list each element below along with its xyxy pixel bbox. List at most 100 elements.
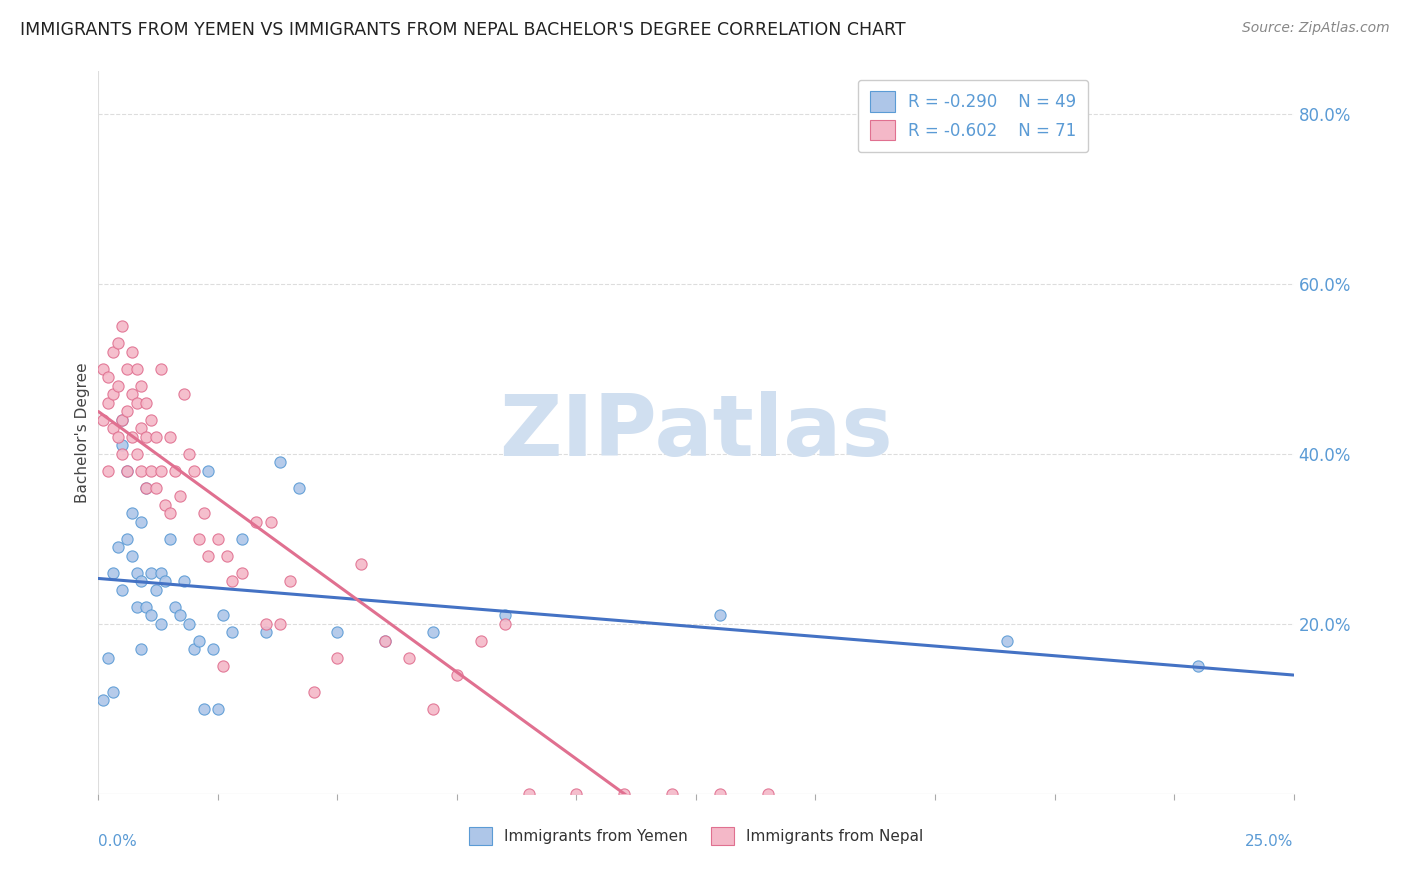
Point [121,344,143,359]
Point [115,464,138,478]
Point [121,430,143,444]
Point [149,464,172,478]
Point [107,379,129,393]
Point [231,566,253,580]
Point [111,413,134,427]
Point [259,515,281,529]
Point [135,430,157,444]
Point [163,599,186,614]
Point [326,651,349,665]
Point [91,693,114,707]
Point [193,702,215,716]
Point [135,396,157,410]
Point [422,625,444,640]
Point [131,379,153,393]
Point [155,498,177,512]
Point [125,447,148,461]
Text: 25.0%: 25.0% [1246,834,1294,848]
Text: 0.0%: 0.0% [98,834,138,848]
Point [131,515,153,529]
Point [197,549,219,563]
Point [197,464,219,478]
Point [111,447,134,461]
Legend: Immigrants from Yemen, Immigrants from Nepal: Immigrants from Yemen, Immigrants from N… [463,821,929,851]
Point [135,599,157,614]
Point [398,651,420,665]
Point [145,582,167,597]
Point [565,787,588,801]
Point [709,787,731,801]
Point [101,421,124,435]
Point [202,642,225,657]
Point [995,633,1018,648]
Point [91,362,114,376]
Point [269,455,291,469]
Point [125,566,148,580]
Point [115,404,138,418]
Point [115,362,138,376]
Point [169,608,191,623]
Point [269,616,291,631]
Point [517,787,540,801]
Point [221,574,243,589]
Point [131,421,153,435]
Point [231,532,253,546]
Point [179,616,201,631]
Point [97,464,120,478]
Point [159,430,181,444]
Point [149,566,172,580]
Point [187,633,209,648]
Point [326,625,349,640]
Point [111,582,134,597]
Point [183,642,205,657]
Point [121,507,143,521]
Point [207,532,229,546]
Point [470,633,492,648]
Point [446,668,468,682]
Point [111,319,134,334]
Point [163,464,186,478]
Point [254,616,277,631]
Point [107,541,129,555]
Point [613,787,636,801]
Point [115,464,138,478]
Point [169,489,191,503]
Point [149,616,172,631]
Point [149,362,172,376]
Point [211,659,233,673]
Point [221,625,243,640]
Point [125,599,148,614]
Point [350,558,373,572]
Point [179,447,201,461]
Point [135,481,157,495]
Point [125,362,148,376]
Point [101,566,124,580]
Point [254,625,277,640]
Point [302,685,325,699]
Point [97,396,120,410]
Point [494,608,516,623]
Point [97,651,120,665]
Point [101,344,124,359]
Point [139,608,162,623]
Point [193,507,215,521]
Point [111,438,134,452]
Point [101,387,124,401]
Point [756,787,779,801]
Point [115,532,138,546]
Point [97,370,120,384]
Point [187,532,209,546]
Point [131,642,153,657]
Point [211,608,233,623]
Point [374,633,396,648]
Point [139,464,162,478]
Point [107,430,129,444]
Point [278,574,301,589]
Point [135,481,157,495]
Point [91,413,114,427]
Point [217,549,239,563]
Point [111,413,134,427]
Text: IMMIGRANTS FROM YEMEN VS IMMIGRANTS FROM NEPAL BACHELOR'S DEGREE CORRELATION CHA: IMMIGRANTS FROM YEMEN VS IMMIGRANTS FROM… [20,21,905,38]
Point [207,702,229,716]
Point [159,507,181,521]
